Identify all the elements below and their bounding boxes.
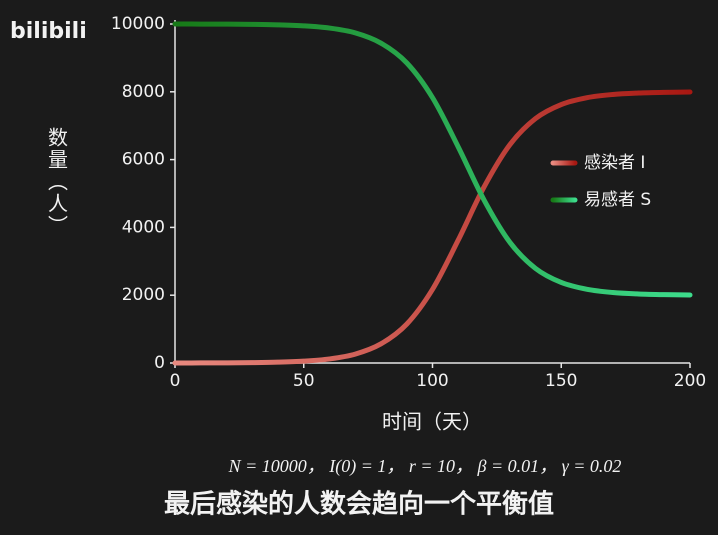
logo: bilibili	[10, 19, 87, 44]
y-tick-label: 10000	[111, 14, 165, 34]
x-tick-label: 150	[545, 371, 577, 391]
y-tick-label: 2000	[122, 285, 165, 305]
x-tick-label: 0	[170, 371, 181, 391]
x-tick-label: 200	[674, 371, 706, 391]
legend-label: 感染者 I	[584, 153, 645, 173]
series-line	[172, 21, 693, 298]
series-line	[172, 89, 693, 366]
y-tick-label: 4000	[122, 217, 165, 237]
annotation: N = 10000， I(0) = 1， r = 10， β = 0.01， γ…	[228, 456, 622, 477]
y-tick-label: 0	[154, 353, 165, 373]
x-axis-label: 时间（天）	[382, 410, 482, 434]
caption: 最后感染的人数会趋向一个平衡值	[164, 489, 554, 520]
y-axis-label: 数量（人）	[45, 127, 69, 237]
y-tick-label: 6000	[122, 150, 165, 170]
x-tick-label: 100	[416, 371, 448, 391]
x-tick-label: 50	[293, 371, 315, 391]
y-tick-label: 8000	[122, 82, 165, 102]
legend-label: 易感者 S	[584, 190, 651, 210]
